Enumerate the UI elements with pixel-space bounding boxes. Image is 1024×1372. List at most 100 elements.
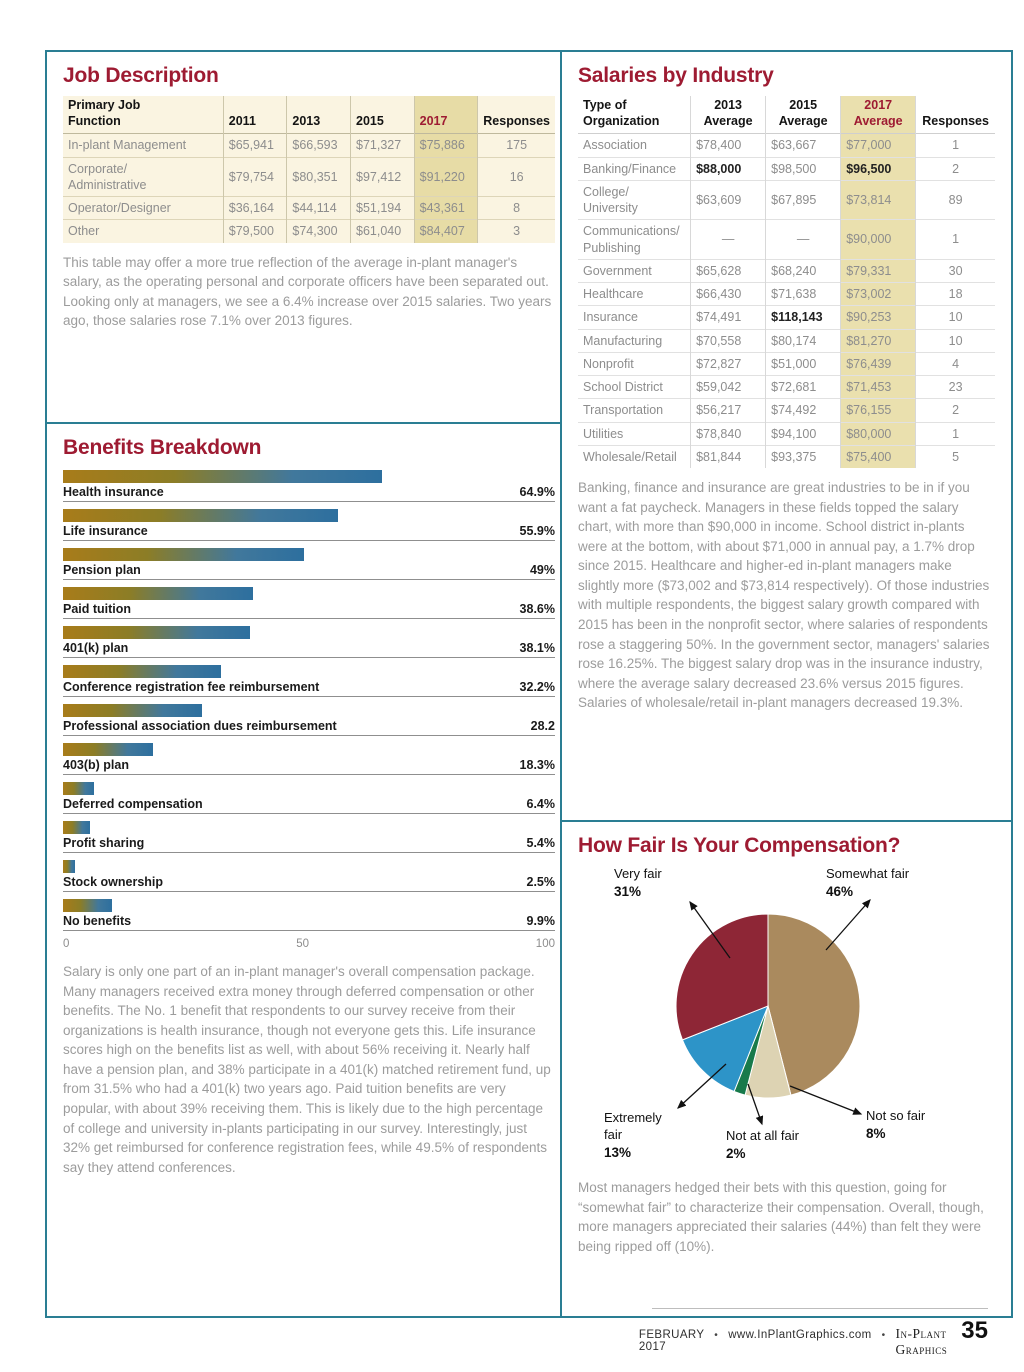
value-cell: 1 (915, 133, 995, 157)
value-cell: 4 (915, 352, 995, 376)
value-cell: $76,439 (840, 352, 916, 376)
value-cell: $98,500 (765, 157, 841, 181)
value-cell: 1 (915, 422, 995, 446)
benefit-label: 401(k) plan (63, 641, 129, 655)
pie-arrow-extremely-fair (677, 1063, 727, 1109)
benefit-label-row: No benefits 9.9% (63, 914, 555, 931)
value-cell: $56,217 (690, 398, 766, 422)
footer-brand: In-Plant Graphics (895, 1326, 948, 1357)
pie-callout-label: Not at all fair (726, 1128, 799, 1143)
row-label: Wholesale/Retail (583, 449, 677, 464)
benefit-value: 9.9% (526, 914, 556, 928)
page-footer: FEBRUARY 2017 • www.InPlantGraphics.com … (639, 1308, 988, 1358)
axis-tick: 100 (535, 938, 555, 950)
value-cell: $96,500 (840, 157, 916, 181)
benefit-row: 403(b) plan 18.3% (63, 743, 555, 775)
table-row: Operator/Designer $36,164 $44,114 $51,194 $4… (63, 196, 555, 220)
row-label: Manufacturing (583, 333, 663, 348)
value-cell: $71,453 (840, 375, 916, 399)
table-header-row: Primary Job Function 2011 2013 2015 2017 Resp… (63, 96, 555, 134)
value-cell: $72,681 (765, 375, 841, 399)
column-header: 2013 Average (690, 96, 766, 134)
pie-slice-extremely-fair (681, 1005, 769, 1093)
column-header: Responses (915, 96, 995, 134)
table-row: Banking/Finance $88,000 $98,500 $96,500 2 (578, 157, 995, 181)
row-label: Nonprofit (583, 356, 634, 371)
row-label: School District (583, 380, 663, 394)
benefit-row: Stock ownership 2.5% (63, 860, 555, 892)
row-label: Utilities (583, 426, 624, 441)
pie-chart: Very fair 31% Somewhat fair 46% Extremel… (578, 866, 995, 1168)
value-cell: $63,609 (690, 180, 766, 220)
benefit-bar (63, 626, 251, 639)
value-cell: $36,164 (222, 196, 287, 220)
bullet-separator: • (881, 1330, 886, 1341)
benefit-label-row: Profit sharing 5.4% (63, 836, 555, 853)
value-cell: $84,407 (413, 219, 478, 243)
value-cell: $75,886 (413, 133, 478, 157)
value-cell: $51,000 (765, 352, 841, 376)
value-cell: $81,270 (840, 329, 916, 353)
benefit-value: 5.4% (526, 836, 556, 850)
job-description-title: Job Description (63, 64, 219, 87)
benefit-label-row: 403(b) plan 18.3% (63, 758, 555, 775)
value-cell: $63,667 (765, 133, 841, 157)
pie-callout-value: 13% (604, 1144, 632, 1160)
value-cell: $74,492 (765, 398, 841, 422)
table-row: Association $78,400 $63,667 $77,000 1 (578, 133, 995, 157)
footer-url[interactable]: www.InPlantGraphics.com (728, 1329, 872, 1341)
table-row: School District $59,042 $72,681 $71,453 23 (578, 375, 995, 399)
value-cell: 2 (915, 398, 995, 422)
value-cell: 16 (477, 157, 555, 197)
row-label: In-plant Management (68, 138, 187, 153)
column-header: 2017 Average (840, 96, 916, 134)
benefit-label-row: Health insurance 64.9% (63, 485, 555, 502)
value-cell: 2 (915, 157, 995, 181)
benefit-value: 28.2 (530, 719, 555, 733)
row-label: Banking/Finance (583, 161, 677, 176)
value-cell: $65,628 (690, 259, 766, 283)
table-row: Nonprofit $72,827 $51,000 $76,439 4 (578, 352, 995, 376)
benefit-label-row: Life insurance 55.9% (63, 524, 555, 541)
benefit-bar (63, 470, 383, 483)
footer-text: FEBRUARY 2017 • www.InPlantGraphics.com … (639, 1317, 988, 1358)
value-cell: — (690, 219, 766, 260)
benefit-value: 38.6% (519, 602, 555, 616)
job-table-body: In-plant Management $65,941 $66,593 $71,327… (63, 133, 555, 243)
row-label: Communications/ Publishing (583, 224, 680, 255)
pie-callout-label: Very fair (614, 866, 662, 881)
benefit-label: Profit sharing (63, 836, 145, 850)
row-label: Operator/Designer (68, 201, 171, 215)
value-cell: 8 (477, 196, 555, 220)
salaries-caption: Banking, finance and insurance are great… (578, 480, 990, 711)
benefit-row: Health insurance 64.9% (63, 470, 555, 502)
benefit-value: 55.9% (519, 524, 555, 538)
pie-callout-not-at-all-fair: Not at all fair 2% (726, 1128, 799, 1162)
benefit-bar (63, 704, 202, 717)
value-cell: 5 (915, 445, 995, 468)
benefit-bar (63, 860, 76, 873)
value-cell: $90,000 (840, 219, 916, 260)
benefit-row: No benefits 9.9% (63, 899, 555, 931)
pie-callout-somewhat-fair: Somewhat fair 46% (826, 866, 909, 900)
salaries-title: Salaries by Industry (578, 64, 774, 87)
benefit-label-row: Conference registration fee reimbursemen… (63, 680, 555, 697)
benefits-axis: 0 50 100 (63, 938, 555, 950)
value-cell: $97,412 (350, 157, 415, 197)
salaries-by-industry-panel: Salaries by Industry Type of Organizatio… (560, 50, 1013, 835)
job-description-caption: This table may offer a more true reflect… (63, 254, 552, 329)
table-row: In-plant Management $65,941 $66,593 $71,327… (63, 133, 555, 157)
benefit-row: 401(k) plan 38.1% (63, 626, 555, 658)
value-cell: 23 (915, 375, 995, 399)
salaries-table-body: Association $78,400 $63,667 $77,000 1 Banking… (578, 133, 995, 468)
benefit-bar (63, 899, 112, 912)
benefit-value: 64.9% (519, 485, 555, 499)
benefit-value: 6.4% (526, 797, 556, 811)
benefit-row: Pension plan 49% (63, 548, 555, 580)
benefit-label: Conference registration fee reimbursemen… (63, 680, 320, 694)
row-label: Other (68, 224, 100, 239)
benefit-label: Stock ownership (63, 875, 164, 889)
job-description-panel: Job Description Primary Job Function 2011… (45, 50, 573, 430)
job-description-table: Primary Job Function 2011 2013 2015 2017 Resp… (63, 96, 555, 243)
benefit-label-row: Pension plan 49% (63, 563, 555, 580)
